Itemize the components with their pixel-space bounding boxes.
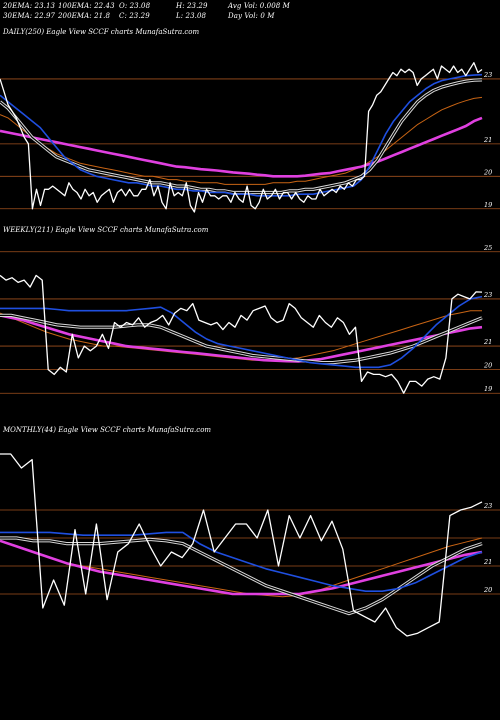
y-tick-label-2-1: 21: [483, 558, 492, 566]
y-tick-label-1-4: 19: [484, 385, 492, 393]
series-pink-0: [0, 116, 483, 178]
series-price-2: [0, 453, 483, 637]
y-tick-label-1-2: 21: [483, 338, 492, 346]
stat-ema20: 20EMA: 23.13: [3, 2, 56, 10]
series-band-outer-1: [0, 313, 483, 365]
series-blue-0: [0, 73, 483, 197]
y-tick-label-0-3: 19: [484, 201, 492, 209]
y-tick-label-1-3: 20: [483, 362, 492, 370]
series-band-outer-0: [0, 78, 483, 195]
stat-close: C: 23.29: [119, 12, 150, 20]
series-band-inner-1: [0, 314, 483, 364]
series-price-1: [0, 274, 483, 394]
stat-high: H: 23.29: [176, 2, 208, 10]
series-price-0: [0, 62, 483, 213]
stat-ema30: 30EMA: 22.97: [3, 12, 56, 20]
series-pink-2: [0, 539, 483, 596]
y-tick-label-1-1: 23: [483, 291, 492, 299]
series-band-inner-2: [0, 537, 483, 615]
series-brown-0: [0, 96, 483, 185]
panel-title-2: MONTHLY(44) Eagle View SCCF charts Munaf…: [2, 426, 211, 434]
stat-low: L: 23.08: [176, 12, 207, 20]
stat-day-vol: Day Vol: 0 M: [228, 12, 275, 20]
stat-ema100: 100EMA: 22.43: [58, 2, 115, 10]
stat-avg-vol: Avg Vol: 0.008 M: [228, 2, 290, 10]
panel-title-0: DAILY(250) Eagle View SCCF charts Munafa…: [2, 28, 199, 36]
series-blue-1: [0, 295, 483, 369]
panel-title-1: WEEKLY(211) Eagle View SCCF charts Munaf…: [3, 226, 209, 234]
stat-ema200: 200EMA: 21.8: [58, 12, 111, 20]
series-blue-2: [0, 531, 483, 593]
series-pink-1: [0, 314, 483, 363]
stat-open: O: 23.08: [119, 2, 151, 10]
series-band-inner-0: [0, 79, 483, 194]
y-tick-label-0-1: 21: [483, 136, 492, 144]
y-tick-label-0-0: 23: [483, 71, 492, 79]
y-tick-label-2-0: 23: [483, 502, 492, 510]
y-tick-label-1-0: 25: [483, 244, 492, 252]
y-tick-label-0-2: 20: [483, 168, 492, 176]
y-tick-label-2-2: 20: [483, 586, 492, 594]
